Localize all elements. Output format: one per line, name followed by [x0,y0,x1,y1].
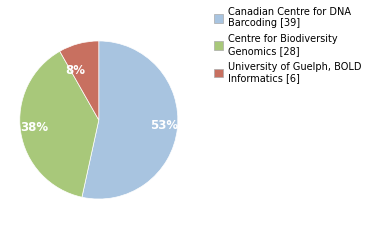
Wedge shape [60,41,99,120]
Legend: Canadian Centre for DNA
Barcoding [39], Centre for Biodiversity
Genomics [28], U: Canadian Centre for DNA Barcoding [39], … [212,5,364,85]
Text: 53%: 53% [150,119,178,132]
Text: 8%: 8% [66,64,86,77]
Text: 38%: 38% [20,121,48,134]
Wedge shape [82,41,178,199]
Wedge shape [20,51,99,197]
